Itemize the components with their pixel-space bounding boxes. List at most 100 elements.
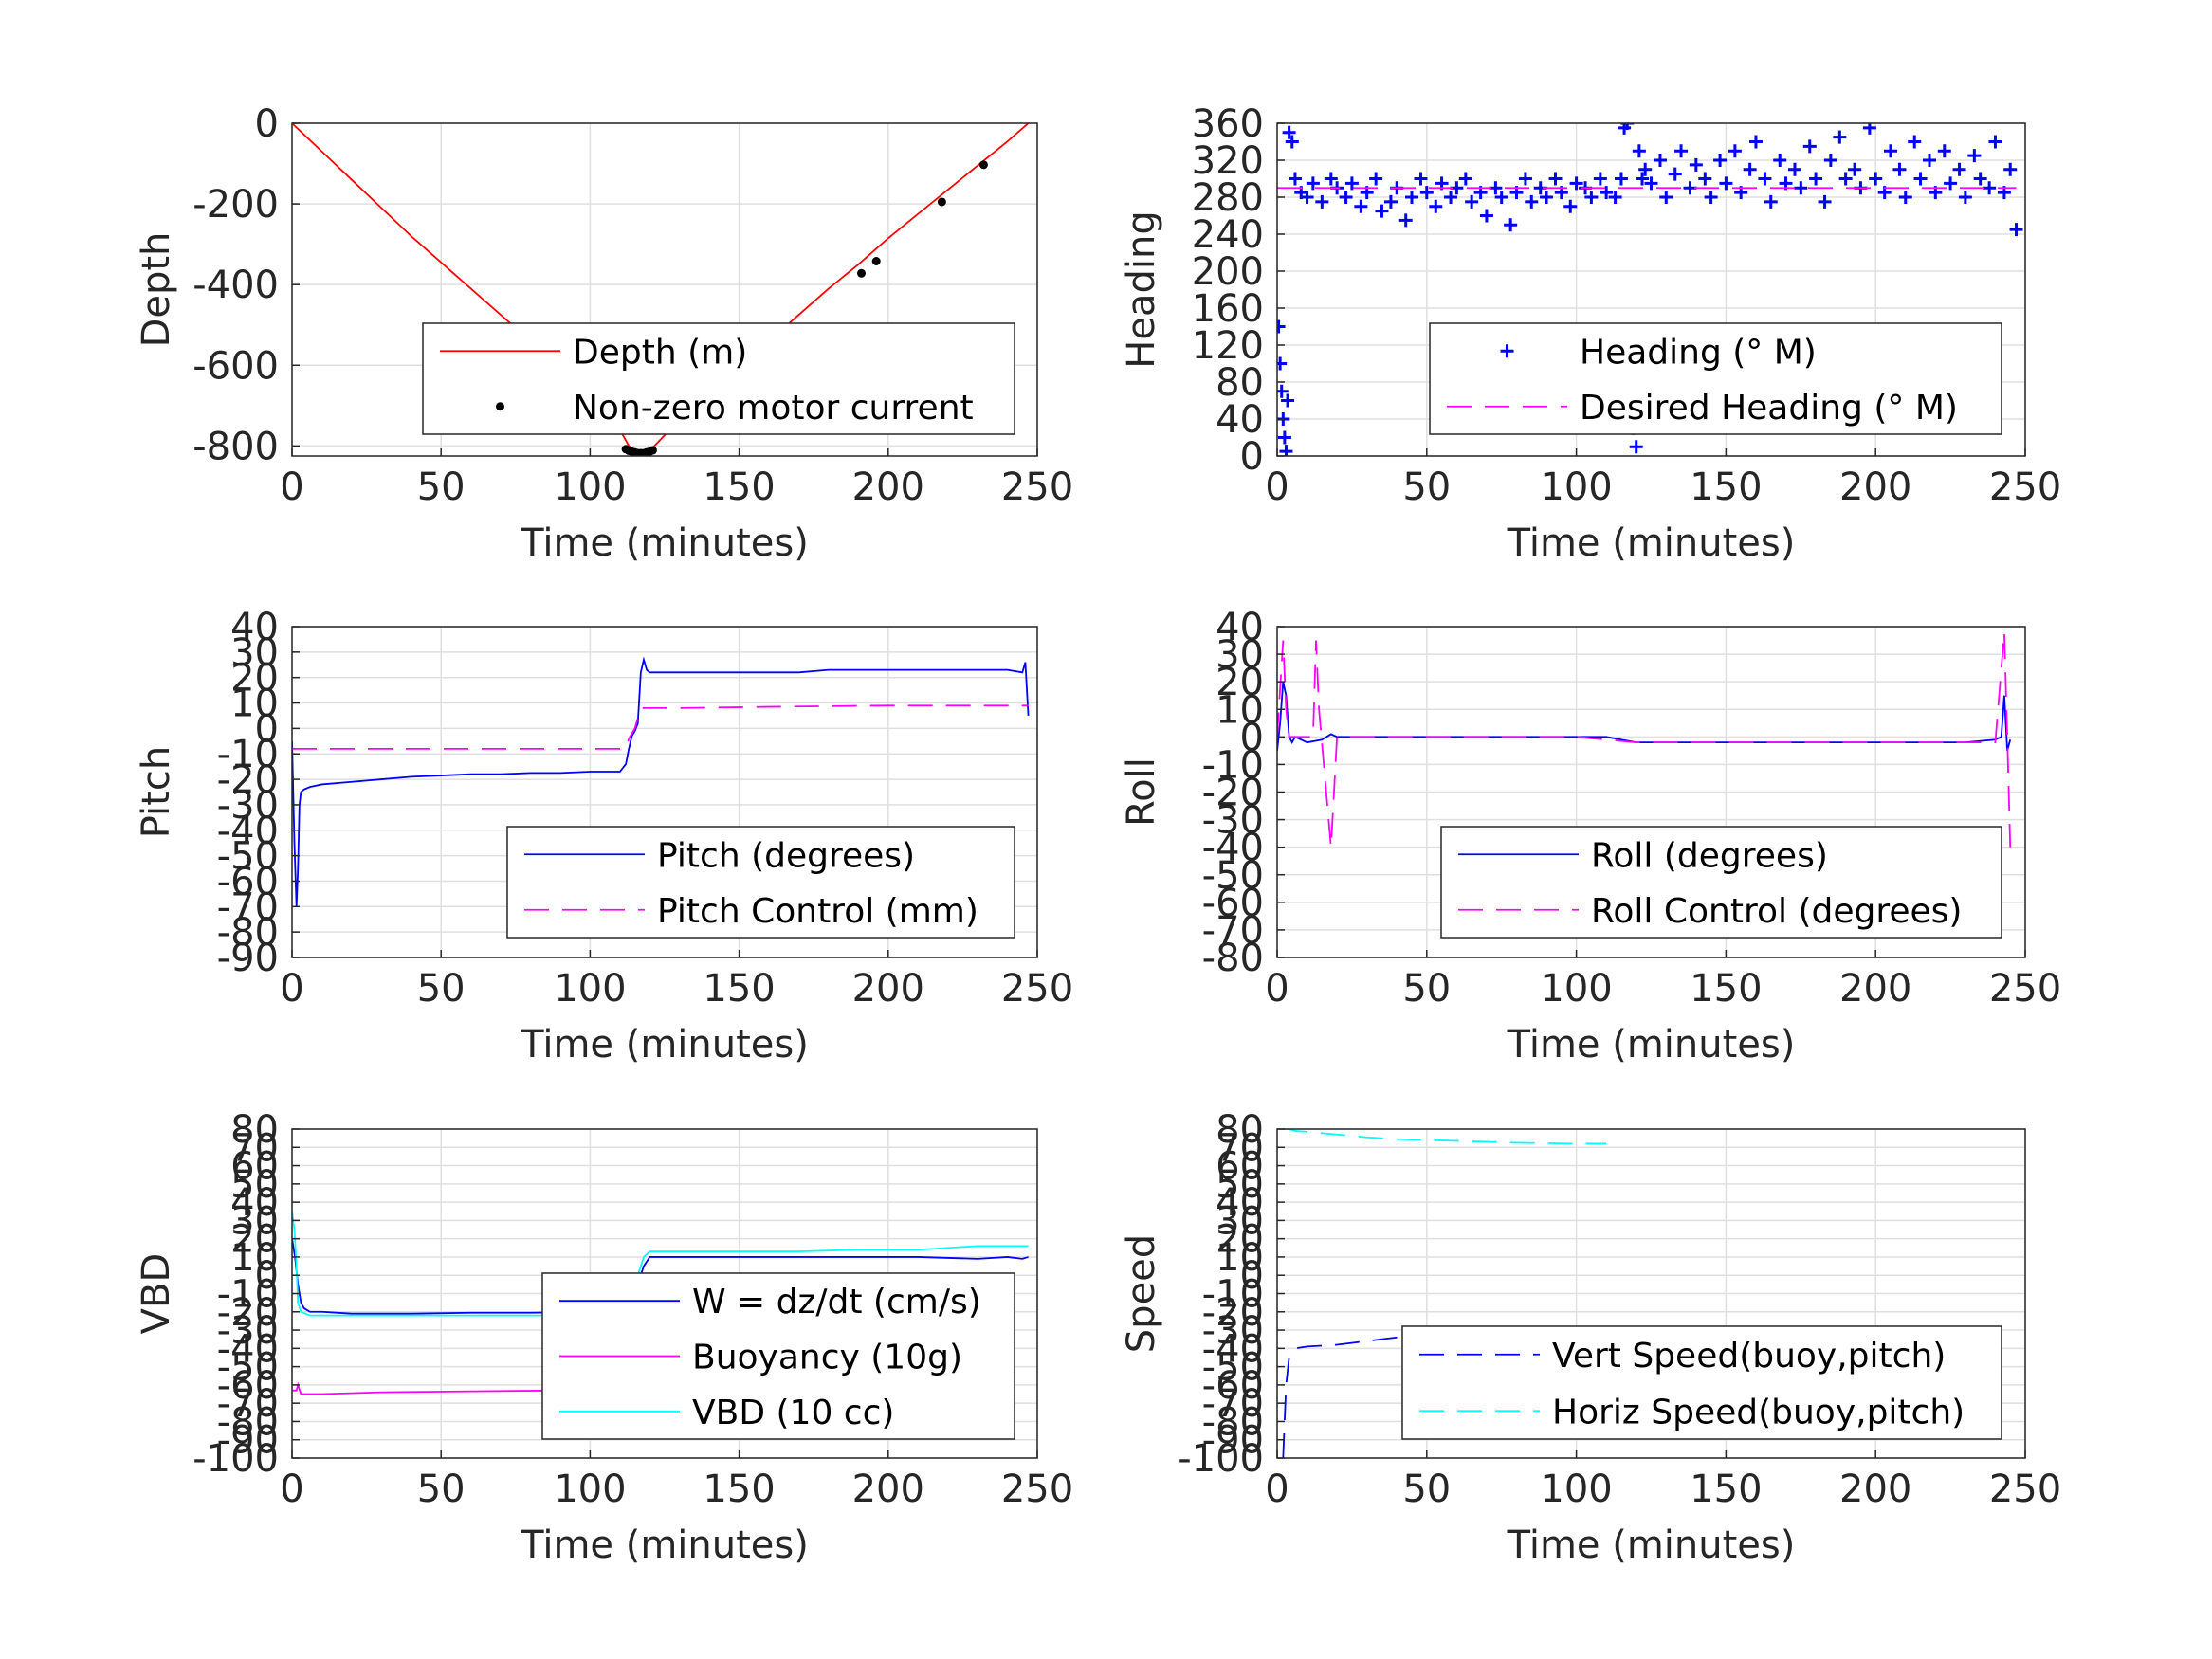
x-tick-label: 0: [1265, 1468, 1289, 1511]
heading-series-0-point: [1306, 176, 1320, 191]
heading-series-0-point: [1923, 154, 1937, 167]
heading-series-0-point: [1444, 191, 1458, 204]
heading-series-0-point: [1375, 204, 1389, 218]
y-tick-label: -20: [1202, 772, 1264, 815]
heading-series-0-point: [1282, 125, 1296, 139]
y-tick-label: -40: [1202, 1327, 1264, 1371]
legend-box: [1440, 826, 2002, 939]
heading-series-0-point: [1913, 172, 1928, 186]
legend-entry-label: Vert Speed(buoy,pitch): [1552, 1337, 1946, 1376]
depth-chart: 0 50 100 150 200 250 0 -200 -400 -600 -800 Time (mi…: [135, 102, 1073, 565]
legend-entry-label: Roll (degrees): [1591, 836, 1828, 875]
heading-series-0-point: [1277, 430, 1291, 445]
heading-series-0-point: [1584, 191, 1599, 204]
y-tick-label: 80: [230, 1108, 279, 1152]
heading-series-0-point: [1632, 144, 1646, 158]
roll-y-axis-label: Roll: [1120, 757, 1163, 827]
heading-series-0-point: [1414, 172, 1428, 186]
depth-series-1-point: [648, 446, 657, 455]
heading-series-0-point: [1540, 191, 1554, 204]
y-tick-label: 280: [1192, 176, 1264, 220]
y-tick-label: -70: [1202, 909, 1264, 953]
y-tick-label: -20: [217, 1291, 279, 1335]
x-tick-label: 200: [1839, 1468, 1911, 1511]
y-tick-label: 20: [1216, 1218, 1264, 1262]
y-tick-label: 40: [230, 1181, 279, 1225]
roll-series-group: [1277, 631, 2012, 848]
roll-chart: 0 50 100 150 200 250403020100-10-20-30-40-50-…: [1120, 606, 2061, 1066]
heading-series-0-point: [1674, 144, 1689, 158]
heading-series-group: [1277, 123, 2023, 456]
y-tick-label: 320: [1192, 139, 1264, 183]
y-tick-label: 120: [1192, 324, 1264, 368]
x-tick-label: 150: [703, 465, 775, 509]
x-tick-label: 150: [703, 1468, 775, 1511]
y-tick-label: -30: [1202, 799, 1264, 843]
heading-series-0-point: [1339, 191, 1353, 204]
legend-entry-label: Pitch (degrees): [657, 836, 915, 875]
y-tick-label: -80: [217, 911, 279, 955]
heading-series-0-point: [1728, 144, 1742, 158]
x-tick-label: 100: [554, 1468, 626, 1511]
x-tick-label: 100: [554, 465, 626, 509]
vbd-series-1-line: [292, 1381, 620, 1395]
legend-entry-label: Horiz Speed(buoy,pitch): [1552, 1393, 1965, 1431]
x-tick-label: 200: [1839, 967, 1911, 1011]
y-tick-label: -20: [1202, 1291, 1264, 1335]
y-tick-label: 10: [1216, 688, 1264, 732]
depth-series-group: [292, 123, 1030, 456]
y-tick-label: -10: [1202, 1273, 1264, 1317]
x-tick-label: 100: [1540, 465, 1612, 509]
y-tick-label: 0: [1240, 1254, 1264, 1298]
x-tick-label: 0: [280, 967, 303, 1011]
pitch-axes-frame: [291, 626, 1038, 958]
x-tick-label: 250: [1001, 967, 1073, 1011]
x-tick-label: 50: [417, 1468, 466, 1511]
heading-series-0-point: [1659, 191, 1673, 204]
x-tick-label: 0: [280, 465, 303, 509]
speed-y-axis-label: Speed: [1120, 1234, 1163, 1353]
x-tick-label: 0: [1265, 967, 1289, 1011]
depth-legend: Depth (m) Non-zero motor current: [422, 322, 1015, 435]
heading-series-0-point: [1277, 356, 1288, 371]
heading-series-0-point: [1758, 172, 1772, 186]
heading-series-0-point: [1504, 218, 1518, 232]
heading-series-0-point: [1548, 172, 1563, 186]
y-tick-label: 0: [1240, 435, 1264, 479]
heading-series-0-point: [1908, 135, 1922, 149]
heading-legend: Heading (° M) Desired Heading (° M): [1429, 322, 2002, 435]
y-tick-label: 10: [230, 1236, 279, 1280]
heading-axes-frame: [1276, 122, 2026, 457]
x-tick-label: 100: [1540, 967, 1612, 1011]
heading-series-0-point: [1288, 172, 1302, 186]
y-tick-label: 0: [1240, 716, 1264, 759]
heading-series-0-point: [1809, 172, 1823, 186]
y-tick-label: -600: [192, 344, 279, 388]
vbd-legend: W = dz/dt (cm/s) Buoyancy (10g) VBD (10 cc…: [541, 1272, 1015, 1440]
y-tick-label: -70: [217, 1382, 279, 1426]
x-tick-label: 150: [703, 967, 775, 1011]
x-tick-label: 50: [1402, 1468, 1451, 1511]
y-tick-label: -70: [217, 885, 279, 929]
x-tick-label: 200: [1839, 465, 1911, 509]
y-tick-label: 80: [1216, 361, 1264, 405]
y-tick-label: -60: [217, 1364, 279, 1408]
heading-series-0-point: [1344, 176, 1359, 191]
y-tick-label: -10: [217, 733, 279, 776]
y-tick-label: -90: [217, 937, 279, 980]
heading-series-0-point: [1277, 319, 1286, 334]
heading-series-0-point: [1713, 154, 1728, 167]
speed-series-0-line: [1282, 1329, 1607, 1458]
heading-series-0-point: [1405, 191, 1419, 204]
legend-entry-label: Desired Heading (° M): [1580, 389, 1958, 428]
heading-series-0-point: [1983, 181, 1997, 195]
heading-y-axis-label: Heading: [1120, 210, 1163, 368]
heading-series-0-point: [1967, 149, 1982, 163]
y-tick-label: -60: [1202, 882, 1264, 925]
y-tick-label: 160: [1192, 287, 1264, 331]
x-tick-label: 250: [1001, 1468, 1073, 1511]
y-tick-label: -40: [217, 1327, 279, 1371]
heading-series-0-point: [1833, 130, 1847, 144]
speed-series-group: [1282, 1129, 1607, 1458]
y-tick-label: -100: [192, 1437, 279, 1481]
